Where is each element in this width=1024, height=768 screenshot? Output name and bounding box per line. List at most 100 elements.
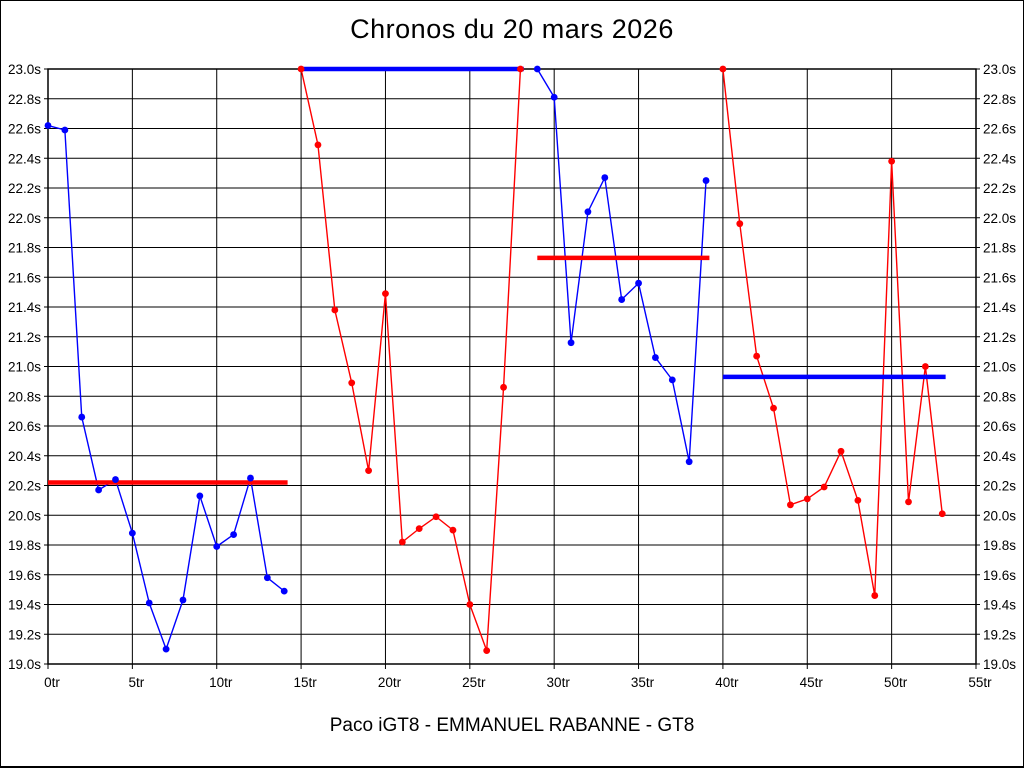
y-tick-label-left: 21.8s — [8, 241, 41, 256]
driver-team-caption: Paco iGT8 - EMMANUEL RABANNE - GT8 — [329, 715, 695, 736]
x-tick-label: 40tr — [715, 675, 739, 690]
lap-point-stint-2-red — [365, 467, 372, 475]
x-tick-label: 15tr — [293, 675, 317, 690]
x-tick-label: 35tr — [631, 675, 655, 690]
y-tick-label-left: 19.6s — [8, 568, 41, 583]
x-tick-label: 55tr — [968, 675, 992, 690]
lap-point-stint-2-red — [314, 141, 322, 149]
series-line-stint-1-blue — [47, 124, 285, 652]
lap-point-stint-2-red — [466, 601, 474, 608]
x-tick-label: 25tr — [462, 675, 486, 690]
x-tick-label: 0tr — [44, 675, 60, 690]
y-tick-label-left: 20.8s — [8, 389, 41, 404]
series-line-stint-4-red — [722, 68, 943, 596]
lap-point-stint-2-red — [415, 525, 423, 533]
x-tick-label: 30tr — [547, 675, 571, 690]
x-tick-label: 10tr — [209, 675, 233, 690]
y-tick-label-right: 22.4s — [983, 151, 1016, 166]
y-tick-label-right: 22.0s — [983, 211, 1016, 226]
y-tick-label-left: 20.6s — [8, 419, 41, 434]
lap-point-stint-1-blue — [112, 476, 119, 483]
lap-point-stint-4-red — [888, 157, 896, 165]
y-tick-label-left: 21.0s — [8, 360, 41, 375]
y-tick-label-right: 20.0s — [983, 508, 1016, 523]
lap-point-stint-3-blue — [618, 296, 626, 303]
lap-point-stint-1-blue — [213, 543, 221, 550]
lap-point-stint-2-red — [449, 526, 457, 534]
lap-point-stint-2-red — [500, 383, 507, 391]
y-tick-label-right: 19.0s — [983, 657, 1016, 672]
y-tick-label-right: 21.8s — [983, 241, 1016, 256]
y-tick-label-right: 20.8s — [983, 389, 1016, 404]
lap-point-stint-4-red — [719, 65, 727, 73]
y-tick-label-right: 21.0s — [983, 360, 1016, 375]
lap-point-stint-2-red — [398, 538, 406, 546]
lap-point-stint-4-red — [837, 447, 845, 455]
lap-point-stint-2-red — [331, 306, 339, 314]
y-tick-label-right: 20.4s — [983, 449, 1016, 464]
lap-point-stint-4-red — [787, 501, 794, 509]
x-tick-label: 20tr — [378, 675, 402, 690]
lap-point-stint-2-red — [348, 379, 356, 387]
y-tick-label-left: 22.8s — [8, 92, 41, 107]
y-tick-label-right: 20.2s — [983, 479, 1016, 494]
y-tick-label-left: 20.2s — [8, 479, 41, 494]
y-tick-label-left: 21.2s — [8, 330, 41, 345]
y-tick-label-left: 22.2s — [8, 181, 41, 196]
lap-point-stint-3-blue — [702, 177, 710, 184]
lap-point-stint-1-blue — [263, 574, 271, 582]
lap-point-stint-4-red — [921, 363, 929, 370]
y-tick-label-right: 22.8s — [983, 92, 1016, 107]
y-tick-label-right: 19.4s — [983, 598, 1016, 613]
x-tick-label: 45tr — [800, 675, 824, 690]
x-tick-label: 5tr — [128, 675, 144, 690]
lap-point-stint-4-red — [905, 498, 912, 506]
y-tick-label-left: 22.4s — [8, 151, 41, 166]
lap-point-stint-2-red — [483, 647, 491, 655]
y-tick-label-left: 19.2s — [8, 627, 41, 642]
series-line-stint-3-blue — [536, 68, 707, 462]
lap-point-stint-3-blue — [635, 279, 642, 287]
lap-point-stint-3-blue — [668, 376, 676, 384]
y-tick-label-left: 19.4s — [8, 598, 41, 613]
lap-point-stint-4-red — [770, 404, 777, 412]
y-tick-label-right: 20.6s — [983, 419, 1016, 434]
lap-point-stint-3-blue — [652, 354, 659, 361]
page-title: Chronos du 20 mars 2026 — [350, 14, 674, 44]
lap-point-stint-4-red — [736, 220, 744, 228]
y-tick-label-right: 22.2s — [983, 181, 1016, 196]
y-tick-label-left: 20.4s — [8, 449, 41, 464]
lap-point-stint-1-blue — [179, 596, 187, 604]
y-tick-label-left: 21.4s — [8, 300, 41, 315]
y-tick-label-left: 22.0s — [8, 211, 41, 226]
lap-point-stint-3-blue — [584, 208, 592, 216]
lap-point-stint-1-blue — [145, 599, 153, 607]
y-tick-label-left: 19.8s — [8, 538, 41, 553]
lap-point-stint-1-blue — [162, 645, 170, 653]
y-tick-label-left: 19.0s — [8, 657, 41, 672]
y-tick-label-right: 21.4s — [983, 300, 1016, 315]
lap-point-stint-2-red — [382, 290, 389, 298]
y-tick-label-left: 23.0s — [8, 62, 41, 77]
lap-point-stint-1-blue — [280, 587, 288, 595]
lap-point-stint-1-blue — [61, 126, 69, 134]
y-tick-label-right: 23.0s — [983, 62, 1016, 77]
lap-point-stint-3-blue — [685, 458, 693, 466]
lap-point-stint-2-red — [517, 65, 524, 73]
lap-point-stint-3-blue — [567, 339, 575, 347]
lap-point-stint-1-blue — [95, 486, 103, 494]
y-tick-label-right: 19.8s — [983, 538, 1016, 553]
lap-point-stint-4-red — [871, 592, 879, 599]
lap-point-stint-3-blue — [601, 174, 609, 181]
lap-point-stint-4-red — [820, 483, 828, 491]
y-tick-label-left: 21.6s — [8, 270, 41, 285]
lap-point-stint-1-blue — [230, 531, 238, 538]
lap-point-stint-3-blue — [533, 65, 541, 73]
lap-point-stint-1-blue — [196, 492, 204, 500]
y-tick-label-left: 20.0s — [8, 508, 41, 523]
lap-point-stint-4-red — [938, 510, 946, 518]
lap-point-stint-1-blue — [128, 529, 136, 537]
y-tick-label-right: 21.6s — [983, 270, 1016, 285]
